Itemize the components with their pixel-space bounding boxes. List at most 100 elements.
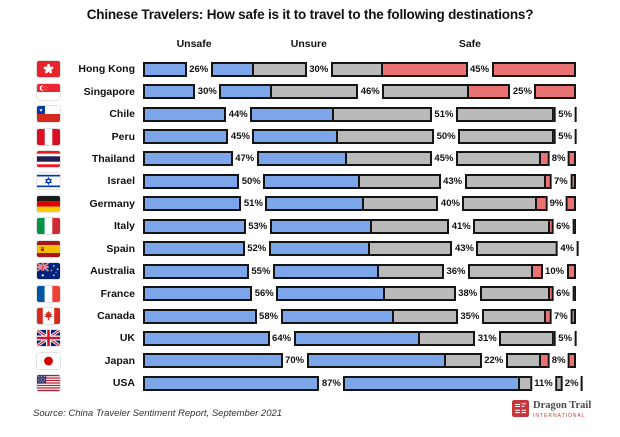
bar-value-label: 4% bbox=[555, 241, 579, 257]
bar-value-label: 50% bbox=[432, 129, 461, 145]
flag-japan-icon bbox=[37, 352, 60, 369]
stacked-bar: 47% 45% 8% bbox=[143, 151, 576, 167]
bar-value-label: 56% bbox=[250, 286, 279, 302]
stacked-bar: 50% 43% 7% bbox=[143, 173, 576, 189]
chart-row: Spain 52% 43% 4% bbox=[0, 238, 620, 260]
bar-value-label: 45% bbox=[226, 129, 255, 145]
country-label: Canada bbox=[97, 310, 135, 323]
bar-value-label: 6% bbox=[551, 218, 575, 234]
flag-chile-icon bbox=[37, 106, 60, 123]
chart-row: UK 64% 31% 5% bbox=[0, 327, 620, 349]
stacked-bar: 52% 43% 4% bbox=[143, 241, 579, 257]
bar-value-label: 5% bbox=[553, 129, 577, 145]
bar-value-label: 26% bbox=[184, 61, 213, 77]
bar-value-label: 51% bbox=[429, 106, 458, 122]
flag-uk-icon bbox=[37, 330, 60, 347]
stacked-bar: 44% 51% 5% bbox=[143, 106, 577, 122]
country-label: Chile bbox=[109, 108, 135, 121]
bar-value-label: 30% bbox=[304, 61, 333, 77]
bar-value-label: 22% bbox=[479, 353, 508, 369]
stacked-bar: 30% 46% 25% bbox=[143, 84, 576, 100]
column-header-safe: Safe bbox=[458, 38, 481, 50]
chart-row: Germany 51% 40% 9% bbox=[0, 193, 620, 215]
chart-row: Singapore 30% 46% 25% bbox=[0, 80, 620, 102]
bar-value-label: 9% bbox=[545, 196, 568, 212]
logo-subtitle-text: INTERNATIONAL bbox=[533, 412, 586, 419]
bar-value-label: 25% bbox=[508, 84, 537, 100]
country-label: Singapore bbox=[83, 85, 135, 98]
chart-row: France 56% 38% 6% bbox=[0, 282, 620, 304]
bar-value-label: 43% bbox=[438, 173, 467, 189]
flag-thailand-icon bbox=[37, 150, 60, 167]
country-label: Peru bbox=[111, 130, 135, 143]
bar-value-label: 7% bbox=[549, 173, 573, 189]
bar-value-label: 35% bbox=[455, 308, 484, 324]
column-header-unsafe: Unsafe bbox=[176, 38, 212, 50]
country-label: UK bbox=[119, 332, 135, 345]
country-label: Germany bbox=[89, 197, 135, 210]
source-note: Source: China Traveler Sentiment Report,… bbox=[33, 408, 283, 419]
chart-row: Italy 53% 41% 6% bbox=[0, 215, 620, 237]
bar-value-label: 31% bbox=[473, 330, 502, 346]
stacked-bar: 64% 31% 5% bbox=[143, 330, 577, 346]
stacked-bar: 55% 36% 10% bbox=[143, 263, 576, 279]
bar-value-label: 58% bbox=[254, 308, 283, 324]
flag-spain-icon bbox=[37, 240, 60, 257]
chart-row: Peru 45% 50% 5% bbox=[0, 125, 620, 147]
bar-value-label: 5% bbox=[553, 106, 577, 122]
chart-row: Japan 70% 22% 8% bbox=[0, 350, 620, 372]
bar-value-label: 36% bbox=[441, 263, 470, 279]
chart-row: Chile 44% 51% 5% bbox=[0, 103, 620, 125]
bar-value-label: 11% bbox=[529, 375, 558, 391]
bar-value-label: 87% bbox=[317, 375, 346, 391]
bar-value-label: 41% bbox=[447, 218, 476, 234]
country-label: USA bbox=[112, 377, 135, 390]
bar-value-label: 55% bbox=[246, 263, 275, 279]
bar-value-label: 2% bbox=[560, 375, 584, 391]
stacked-bar: 70% 22% 8% bbox=[143, 353, 576, 369]
country-label: Japan bbox=[104, 354, 135, 367]
bar-value-label: 6% bbox=[551, 286, 575, 302]
chart-row: USA 87% 11% 2% bbox=[0, 372, 620, 394]
chart-row: Israel 50% 43% 7% bbox=[0, 170, 620, 192]
flag-usa-icon bbox=[37, 375, 60, 392]
bar-value-label: 7% bbox=[549, 308, 573, 324]
flag-israel-icon bbox=[37, 173, 60, 190]
flag-germany-icon bbox=[37, 195, 60, 212]
bar-value-label: 44% bbox=[224, 106, 253, 122]
country-label: Hong Kong bbox=[78, 63, 135, 76]
stacked-bar: 87% 11% 2% bbox=[143, 375, 584, 391]
country-label: France bbox=[100, 287, 135, 300]
flag-peru-icon bbox=[37, 128, 60, 145]
stacked-bar: 56% 38% 6% bbox=[143, 286, 576, 302]
flag-australia-icon bbox=[37, 263, 60, 280]
bar-value-label: 70% bbox=[280, 353, 309, 369]
flag-france-icon bbox=[37, 285, 60, 302]
flag-italy-icon bbox=[37, 218, 60, 235]
stacked-bar: 53% 41% 6% bbox=[143, 218, 576, 234]
bar-value-label: 5% bbox=[553, 330, 577, 346]
country-label: Italy bbox=[113, 220, 135, 233]
country-label: Australia bbox=[90, 265, 135, 278]
country-label: Israel bbox=[107, 175, 135, 188]
bar-value-label: 45% bbox=[465, 61, 494, 77]
bar-value-label: 10% bbox=[540, 263, 569, 279]
country-label: Thailand bbox=[91, 152, 135, 165]
flag-singapore-icon bbox=[37, 83, 60, 100]
bar-value-label: 51% bbox=[239, 196, 268, 212]
chart-rows: Hong Kong 26% 30% 45% Singapore 30% 46% 25% Chil… bbox=[0, 58, 620, 395]
column-headers: Unsafe Unsure Safe bbox=[143, 38, 576, 52]
dragon-trail-logo-mark-icon bbox=[512, 400, 529, 417]
bar-value-label: 46% bbox=[356, 84, 385, 100]
chart-title: Chinese Travelers: How safe is it to tra… bbox=[86, 7, 534, 22]
stacked-bar: 51% 40% 9% bbox=[143, 196, 576, 212]
stacked-bar: 45% 50% 5% bbox=[143, 129, 577, 145]
bar-value-label: 50% bbox=[237, 173, 266, 189]
dragon-trail-logo: Dragon Trail INTERNATIONAL bbox=[512, 400, 591, 419]
bar-value-label: 40% bbox=[436, 196, 465, 212]
bar-value-label: 47% bbox=[230, 151, 259, 167]
bar-value-label: 64% bbox=[267, 330, 296, 346]
flag-canada-icon bbox=[37, 308, 60, 325]
bar-value-label: 8% bbox=[547, 151, 571, 167]
